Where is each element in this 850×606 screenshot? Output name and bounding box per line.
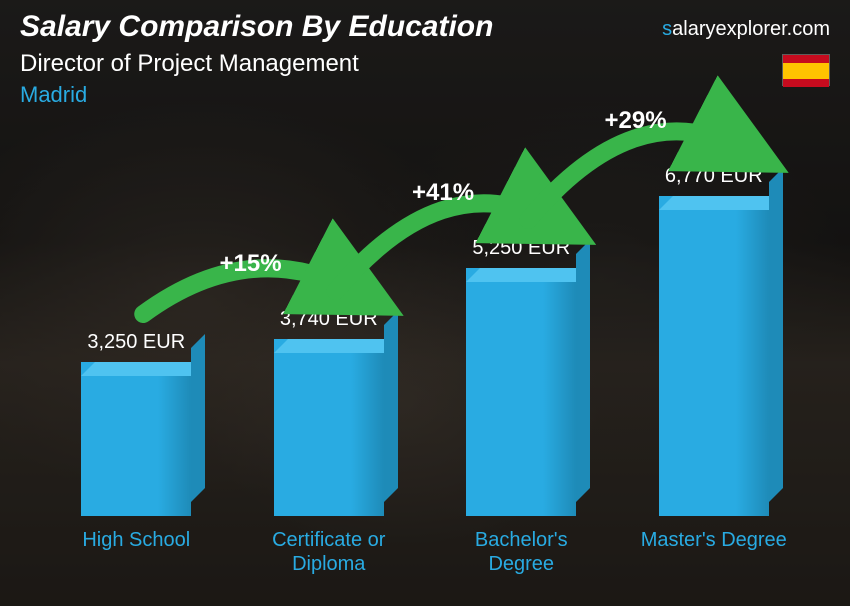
bar-value: 3,250 EUR — [87, 331, 185, 354]
bar-shape — [81, 362, 191, 516]
bar-shape — [274, 339, 384, 516]
bar: 3,740 EUR — [254, 308, 404, 516]
x-label: Master's Degree — [634, 528, 794, 576]
x-label: High School — [56, 528, 216, 576]
chart-subtitle: Director of Project Management — [20, 50, 830, 78]
watermark-prefix: s — [662, 18, 672, 40]
bar-shape — [659, 196, 769, 516]
infographic-container: Salary Comparison By Education Director … — [0, 0, 850, 606]
bar-chart: 3,250 EUR 3,740 EUR 5,250 EUR 6,770 EUR Hig… — [40, 140, 810, 576]
bar-shape — [466, 268, 576, 516]
x-label: Bachelor's Degree — [441, 528, 601, 576]
x-labels: High School Certificate or Diploma Bachelo… — [40, 528, 810, 576]
bar-value: 5,250 EUR — [472, 237, 570, 260]
bar: 3,250 EUR — [61, 331, 211, 516]
bar-value: 6,770 EUR — [665, 165, 763, 188]
spain-flag-icon — [782, 54, 830, 86]
watermark-rest: alaryexplorer.com — [672, 18, 830, 40]
increase-label: +29% — [605, 107, 667, 135]
chart-location: Madrid — [20, 82, 830, 108]
bar: 5,250 EUR — [446, 237, 596, 516]
watermark: salaryexplorer.com — [662, 18, 830, 41]
bar-value: 3,740 EUR — [280, 308, 378, 331]
bars-area: 3,250 EUR 3,740 EUR 5,250 EUR 6,770 EUR — [40, 140, 810, 516]
x-label: Certificate or Diploma — [249, 528, 409, 576]
bar: 6,770 EUR — [639, 165, 789, 516]
